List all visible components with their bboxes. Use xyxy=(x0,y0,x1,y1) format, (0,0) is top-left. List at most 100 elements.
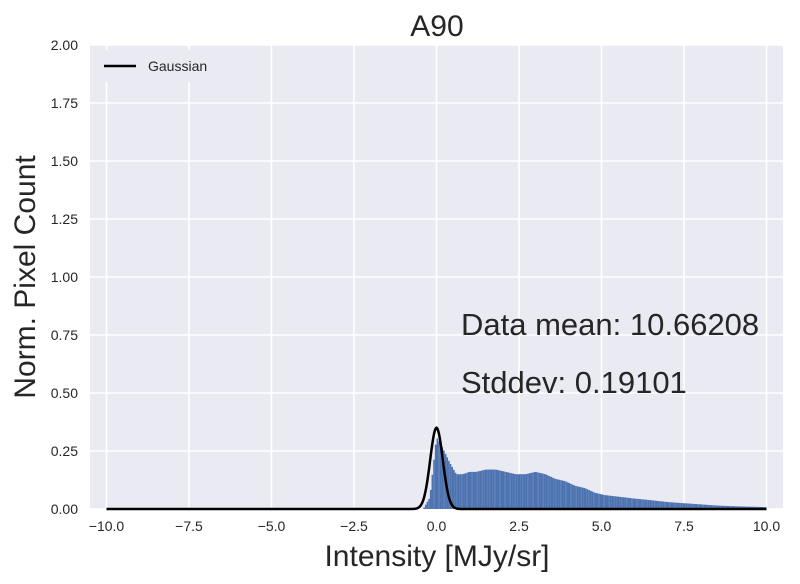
histogram-bar xyxy=(555,479,557,509)
histogram-bar xyxy=(616,496,618,509)
y-tick-label: 1.50 xyxy=(51,153,78,169)
histogram-bar xyxy=(505,472,508,509)
gaussian-curve-group xyxy=(106,426,767,511)
histogram-bar xyxy=(515,474,518,509)
histogram-bar xyxy=(461,474,463,509)
histogram-bar xyxy=(532,472,534,509)
histogram-bar xyxy=(538,472,541,509)
histogram-bar xyxy=(688,503,691,509)
histogram-bar xyxy=(543,474,546,509)
histogram-bar xyxy=(667,502,670,509)
histogram-bar xyxy=(717,505,719,509)
histogram-bar xyxy=(550,476,552,509)
histogram-bar xyxy=(707,504,709,509)
histogram-bar xyxy=(721,505,724,509)
histogram-bar xyxy=(741,506,744,509)
histogram-bar xyxy=(583,487,585,509)
histogram-bar xyxy=(713,505,716,509)
y-tick-label: 0.00 xyxy=(51,501,78,517)
histogram-bar xyxy=(637,498,640,509)
histogram-bar xyxy=(507,472,510,509)
histogram-bar xyxy=(576,486,579,509)
histogram-bar xyxy=(698,504,701,509)
histogram-bar xyxy=(563,480,566,509)
histogram-bar xyxy=(669,502,671,509)
histogram-bar xyxy=(548,476,551,509)
histogram-bar xyxy=(492,469,495,509)
histogram-bar xyxy=(654,500,656,509)
legend: Gaussian xyxy=(94,50,224,82)
y-tick-label: 0.75 xyxy=(51,327,78,343)
histogram-bar xyxy=(575,485,577,509)
histogram-bar xyxy=(454,472,457,509)
histogram-bar xyxy=(474,471,477,509)
y-tick-label: 1.25 xyxy=(51,211,78,227)
histogram-bar xyxy=(530,472,533,509)
histogram-bar xyxy=(697,504,699,509)
histogram-bar xyxy=(591,491,594,509)
histogram-bar xyxy=(718,505,721,509)
histogram-bar xyxy=(441,447,444,509)
histogram-bar xyxy=(687,503,689,509)
histogram-bar xyxy=(646,499,648,509)
histogram-bar xyxy=(604,495,607,509)
histogram-bar xyxy=(535,472,538,509)
histogram-bar xyxy=(495,469,498,509)
histogram-bar xyxy=(489,469,491,509)
histogram-bar xyxy=(614,496,617,509)
histogram-bar xyxy=(720,505,722,509)
histogram-bar xyxy=(502,471,505,509)
histogram-bar xyxy=(733,506,736,509)
histogram-bar xyxy=(684,503,686,509)
histogram-bar xyxy=(613,496,615,509)
histogram-bar xyxy=(674,502,676,509)
histogram-bar xyxy=(596,493,599,509)
histogram-bar xyxy=(467,472,470,509)
histogram-bar xyxy=(700,504,703,509)
histogram-bar xyxy=(705,504,708,509)
histogram-bar xyxy=(586,489,589,509)
histogram-bar xyxy=(629,498,632,509)
x-tick-label: 10.0 xyxy=(753,518,780,534)
histogram-bar xyxy=(730,506,732,509)
histogram-bar xyxy=(456,474,458,509)
histogram-bar xyxy=(490,469,493,509)
histogram-bar xyxy=(556,479,559,509)
annotation-data-mean: Data mean: 10.66208 xyxy=(461,307,759,342)
histogram-bar xyxy=(481,470,483,509)
histogram-bar xyxy=(558,479,561,509)
histogram-bar xyxy=(429,489,432,509)
histogram-bar xyxy=(642,499,645,509)
histogram-bar xyxy=(466,472,468,509)
histogram-bar xyxy=(519,474,521,509)
histogram-bar xyxy=(472,471,475,509)
histogram-bar xyxy=(670,502,673,509)
histogram-bar xyxy=(553,478,556,509)
histogram-bar xyxy=(618,496,620,509)
histogram-bar xyxy=(500,470,503,509)
histogram-bar xyxy=(499,470,501,509)
histogram-bar xyxy=(621,497,623,509)
histogram-bar xyxy=(537,472,539,509)
x-tick-label: 0.0 xyxy=(427,518,447,534)
chart-title: A90 xyxy=(410,10,463,43)
histogram-bar xyxy=(593,492,595,509)
histogram-bar xyxy=(651,500,653,509)
histogram-bar xyxy=(738,506,741,509)
histogram-bar xyxy=(594,492,597,509)
histogram-bar xyxy=(540,473,543,509)
histogram-bar xyxy=(573,485,576,509)
histogram-bar xyxy=(710,505,713,509)
histogram-bar xyxy=(486,469,488,509)
histogram-bar xyxy=(588,490,590,509)
histogram-bar xyxy=(608,495,610,509)
histogram-bar xyxy=(581,487,584,509)
histogram-bar xyxy=(632,498,635,509)
histogram-bar xyxy=(611,495,614,509)
histogram-bar xyxy=(740,506,742,509)
histogram-bar xyxy=(680,503,683,509)
histogram-bar xyxy=(547,475,549,509)
histogram-bar xyxy=(504,471,506,509)
histogram-bar xyxy=(603,494,605,509)
